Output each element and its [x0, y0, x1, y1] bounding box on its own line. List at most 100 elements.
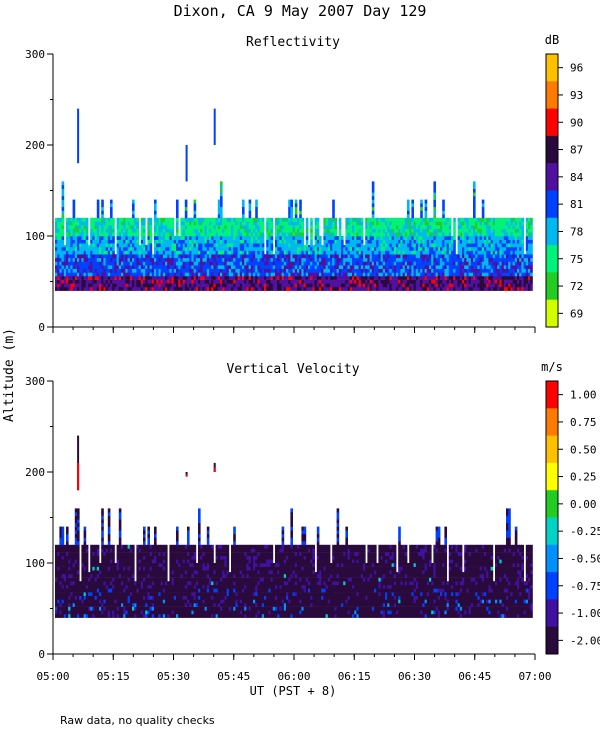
data-cell — [73, 211, 76, 215]
data-cell — [334, 229, 337, 233]
data-cell — [473, 185, 476, 189]
data-cell — [262, 232, 265, 236]
data-cell — [101, 508, 104, 512]
data-cell — [194, 214, 197, 218]
data-cell — [453, 236, 456, 240]
data-cell — [319, 236, 322, 240]
data-cell — [101, 203, 104, 207]
data-cell — [425, 214, 428, 218]
data-cell — [407, 207, 410, 211]
data-cell — [220, 207, 223, 211]
data-cell — [220, 211, 223, 215]
data-cell — [62, 200, 65, 204]
data-cell — [334, 218, 337, 222]
data-cell — [86, 218, 89, 222]
data-cell — [185, 207, 188, 211]
data-cell — [136, 236, 139, 240]
colorbar-label: 87 — [570, 144, 583, 157]
heatmap-field — [55, 109, 533, 291]
data-cell — [407, 211, 410, 215]
data-cell — [77, 578, 80, 582]
data-cell — [194, 211, 197, 215]
data-cell — [482, 214, 485, 218]
data-cell — [154, 207, 157, 211]
data-cell — [176, 221, 179, 225]
data-cell — [290, 211, 293, 215]
panel-title: Vertical Velocity — [226, 362, 359, 377]
data-cell — [411, 203, 414, 207]
colorbar-label: 90 — [570, 116, 583, 129]
data-cell — [255, 211, 258, 215]
data-cell — [84, 534, 87, 538]
data-cell — [220, 181, 223, 185]
data-cell — [108, 516, 111, 520]
data-cell — [108, 530, 111, 534]
data-cell — [185, 200, 188, 204]
y-axis-label: Altitude (m) — [2, 328, 17, 422]
data-cell — [73, 203, 76, 207]
colorbar-label: 78 — [570, 226, 583, 239]
data-cell — [420, 200, 423, 204]
data-cell — [132, 214, 135, 218]
data-cell — [62, 192, 65, 196]
data-cell — [249, 214, 252, 218]
data-cell — [290, 207, 293, 211]
data-cell — [110, 214, 113, 218]
data-cell — [339, 221, 342, 225]
data-cell — [482, 211, 485, 215]
data-cell — [108, 527, 111, 531]
data-cell — [77, 574, 80, 578]
data-cell — [86, 229, 89, 233]
data-cell — [407, 203, 410, 207]
y-tick-label: 300 — [25, 48, 45, 61]
data-cell — [295, 203, 298, 207]
data-cell — [77, 527, 80, 531]
data-cell — [530, 240, 533, 244]
data-cell — [101, 512, 104, 516]
data-cell — [110, 211, 113, 215]
data-cell — [77, 523, 80, 527]
data-cell — [242, 214, 245, 218]
data-cell — [84, 541, 87, 545]
data-cell — [136, 218, 139, 222]
data-cell — [176, 214, 179, 218]
data-cell — [521, 229, 524, 233]
data-cell — [77, 559, 80, 563]
data-cell — [194, 200, 197, 204]
data-cell — [433, 211, 436, 215]
data-cell — [262, 218, 265, 222]
x-axis-label: UT (PST + 8) — [250, 684, 337, 698]
data-cell — [271, 243, 274, 247]
data-cell — [62, 236, 65, 240]
data-cell — [101, 200, 104, 204]
data-cell — [411, 207, 414, 211]
data-cell — [86, 563, 89, 567]
data-cell — [442, 200, 445, 204]
data-cell — [299, 214, 302, 218]
data-cell — [143, 236, 146, 240]
data-cell — [172, 229, 175, 233]
data-cell — [530, 225, 533, 229]
data-cell — [262, 236, 265, 240]
data-cell — [150, 236, 153, 240]
data-cell — [154, 203, 157, 207]
data-cell — [301, 240, 304, 244]
data-cell — [453, 218, 456, 222]
colorbar-swatch — [546, 300, 558, 328]
data-cell — [449, 229, 452, 233]
data-cell — [332, 200, 335, 204]
data-cell — [62, 541, 65, 545]
data-cell — [132, 211, 135, 215]
data-cell — [154, 211, 157, 215]
data-cell — [150, 240, 153, 244]
data-cell — [220, 185, 223, 189]
data-cell — [521, 236, 524, 240]
data-cell — [530, 251, 533, 255]
data-cell — [86, 236, 89, 240]
data-cell — [361, 240, 364, 244]
data-cell — [420, 207, 423, 211]
data-cell — [220, 200, 223, 204]
data-cell — [473, 192, 476, 196]
colorbar-swatch — [546, 136, 558, 164]
data-cell — [249, 207, 252, 211]
